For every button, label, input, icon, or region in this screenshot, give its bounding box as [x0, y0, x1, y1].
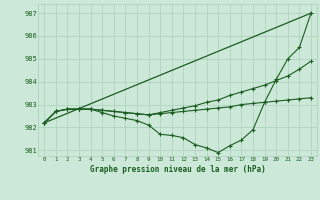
X-axis label: Graphe pression niveau de la mer (hPa): Graphe pression niveau de la mer (hPa) [90, 165, 266, 174]
